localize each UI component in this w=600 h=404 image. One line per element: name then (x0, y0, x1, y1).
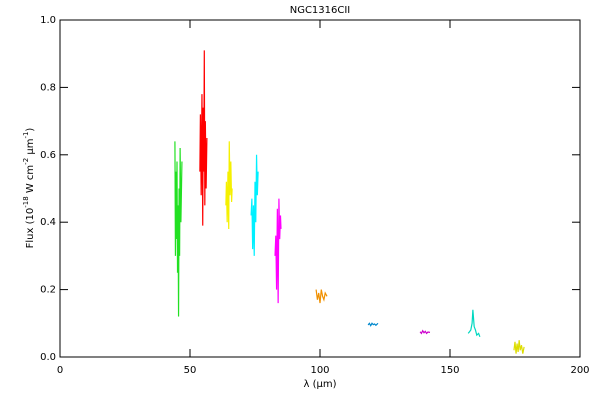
spectrum-line (199, 50, 208, 226)
chart-title: NGC1316CII (290, 5, 351, 16)
x-tick-label: 50 (184, 365, 197, 376)
y-axis-label: Flux (10-18 W cm-2 μm-1) (22, 128, 36, 249)
y-axis-label-part: W cm (25, 165, 36, 196)
spectrum-line (315, 289, 328, 304)
x-tick-label: 0 (57, 365, 63, 376)
y-axis-label-part: -2 (22, 158, 30, 165)
y-axis-label-part: ) (25, 128, 36, 132)
spectrum-line (367, 322, 379, 327)
y-axis-label-part: -1 (22, 132, 30, 139)
spectrum-line (274, 198, 282, 304)
x-tick-label: 200 (570, 365, 589, 376)
spectrum-line (419, 329, 431, 335)
y-axis-label-part: μm (25, 139, 36, 158)
y-tick-label: 1.0 (40, 15, 56, 26)
x-tick-label: 100 (310, 365, 329, 376)
y-axis-label-part: Flux (10 (25, 208, 36, 249)
y-axis-label-part: -18 (22, 196, 30, 207)
x-tick-label: 150 (440, 365, 459, 376)
y-tick-label: 0.6 (40, 150, 56, 161)
y-tick-label: 0.2 (40, 285, 56, 296)
spectrum-line (467, 309, 481, 337)
spectrum-line (174, 141, 183, 317)
plot-frame (59, 19, 581, 358)
spectrum-line (225, 141, 233, 229)
y-tick-label: 0.8 (40, 82, 56, 93)
y-tick-label: 0.4 (40, 217, 56, 228)
spectrum-line (513, 340, 525, 354)
spectrum-line (250, 154, 259, 256)
y-tick-label: 0.0 (40, 352, 56, 363)
x-axis-label: λ (μm) (303, 379, 336, 390)
